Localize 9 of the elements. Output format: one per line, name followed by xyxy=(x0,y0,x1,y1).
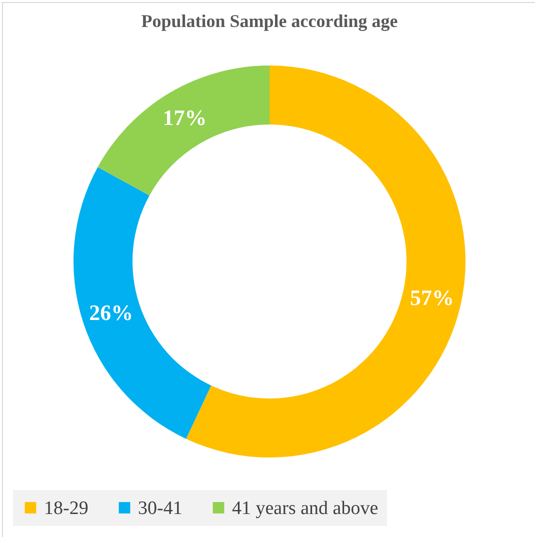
data-label: 17% xyxy=(162,105,207,130)
legend-label: 41 years and above xyxy=(232,498,378,519)
legend-label: 30-41 xyxy=(138,498,182,519)
data-label: 57% xyxy=(410,284,454,310)
chart-title: Population Sample according age xyxy=(141,11,398,31)
donut-slice xyxy=(98,66,270,196)
legend-label: 18-29 xyxy=(44,498,88,519)
donut-slice xyxy=(74,167,212,439)
data-label: 26% xyxy=(89,300,134,325)
